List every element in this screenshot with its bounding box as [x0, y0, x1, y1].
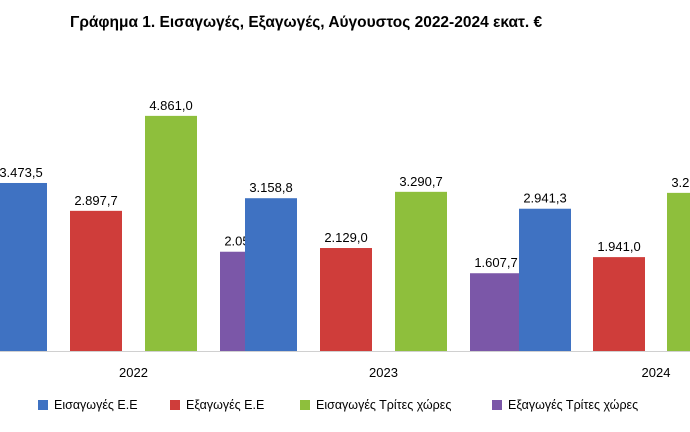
- bar-2022-series-2: [70, 210, 122, 351]
- legend-item-4: Εξαγωγές Τρίτες χώρες: [492, 398, 638, 412]
- data-label-2023-series-2: 2.129,0: [324, 230, 367, 245]
- bar-2024-series-2: [593, 257, 645, 351]
- legend-label: Εξαγωγές Τρίτες χώρες: [508, 398, 639, 412]
- legend-swatch: [170, 400, 180, 410]
- legend: Εισαγωγές Ε.Ε Εξαγωγές Ε.Ε Εισαγωγές Τρίτε…: [0, 398, 690, 418]
- legend-swatch: [492, 400, 502, 410]
- legend-item-3: Εισαγωγές Τρίτες χώρες: [300, 398, 451, 412]
- data-label-2024-series-1: 2.941,3: [523, 191, 566, 206]
- data-label-2023-series-1: 3.158,8: [249, 180, 292, 195]
- data-label-2023-series-4: 1.607,7: [474, 255, 517, 270]
- data-label-2022-series-2: 2.897,7: [74, 193, 117, 208]
- data-label-2023-series-3: 3.290,7: [399, 174, 442, 189]
- legend-label: Εισαγωγές Ε.Ε: [54, 398, 138, 412]
- data-label-2024-series-3: 3.269,3: [671, 175, 690, 190]
- bar-2023-series-4: [470, 273, 522, 351]
- bar-2022-series-3: [145, 115, 197, 351]
- legend-swatch: [38, 400, 48, 410]
- bar-2022-series-1: [0, 182, 47, 351]
- data-label-2024-series-2: 1.941,0: [597, 239, 640, 254]
- legend-label: Εισαγωγές Τρίτες χώρες: [316, 398, 452, 412]
- bar-2024-series-1: [519, 208, 571, 351]
- bar-2024-series-3: [667, 192, 690, 351]
- legend-item-2: Εξαγωγές Ε.Ε: [170, 398, 264, 412]
- data-label-2022-series-3: 4.861,0: [149, 98, 192, 113]
- bar-2023-series-1: [245, 198, 297, 351]
- chart-title: Γράφημα 1. Εισαγωγές, Εξαγωγές, Αύγουστο…: [70, 14, 543, 31]
- category-label-2022: 2022: [119, 365, 148, 380]
- bar-2023-series-3: [395, 191, 447, 351]
- legend-swatch: [300, 400, 310, 410]
- category-label-2023: 2023: [369, 365, 398, 380]
- legend-label: Εξαγωγές Ε.Ε: [186, 398, 265, 412]
- legend-item-1: Εισαγωγές Ε.Ε: [38, 398, 138, 412]
- bar-2023-series-2: [320, 248, 372, 351]
- category-label-2024: 2024: [642, 365, 671, 380]
- data-label-2022-series-1: 3.473,5: [0, 165, 43, 180]
